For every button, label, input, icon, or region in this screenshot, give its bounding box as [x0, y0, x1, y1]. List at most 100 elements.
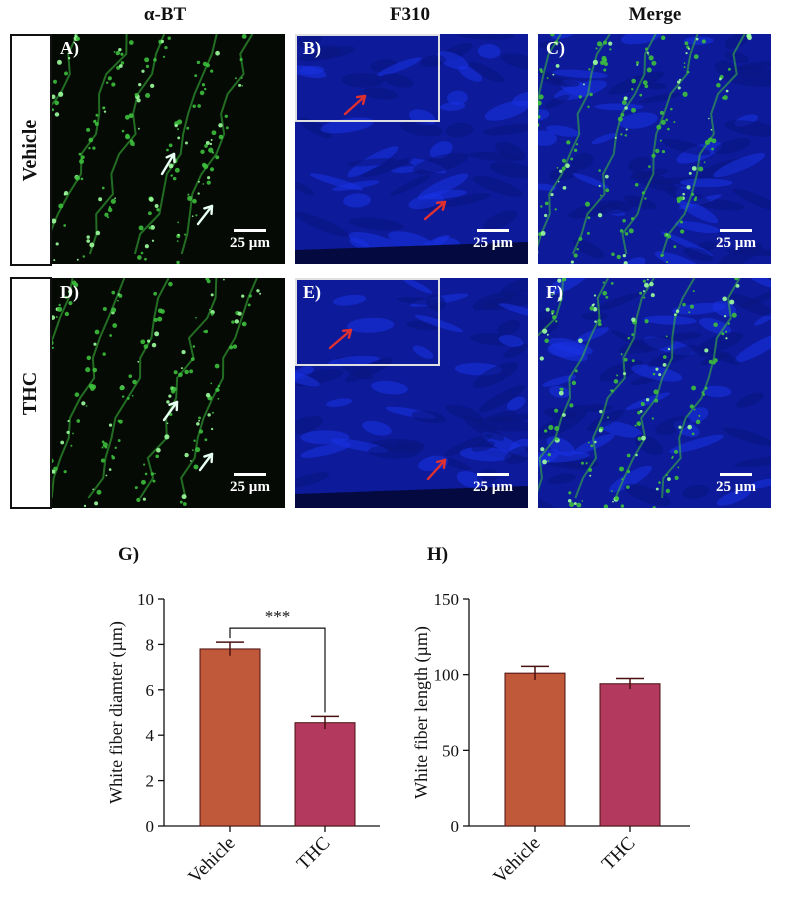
green-puncta	[121, 129, 125, 133]
green-puncta	[86, 235, 90, 239]
blue-fiber-texture	[412, 152, 469, 175]
green-puncta	[69, 301, 71, 304]
blue-fiber-texture	[724, 51, 750, 64]
green-puncta	[552, 73, 555, 76]
green-puncta	[551, 309, 555, 314]
green-puncta	[92, 367, 98, 373]
micrograph-panel-d: D) 25 µm	[52, 278, 285, 508]
green-puncta	[192, 345, 196, 348]
green-puncta	[54, 100, 60, 106]
green-puncta	[554, 208, 557, 211]
blue-fiber-texture	[543, 77, 580, 87]
panel-label: C)	[546, 38, 565, 58]
green-puncta	[550, 34, 555, 37]
green-puncta	[121, 395, 125, 398]
green-puncta	[101, 186, 105, 190]
green-puncta	[645, 398, 650, 402]
green-puncta	[204, 329, 209, 334]
green-puncta	[100, 458, 106, 463]
green-stain-image	[52, 34, 285, 264]
scale-bar: 25 µm	[227, 473, 273, 496]
green-puncta	[64, 311, 70, 317]
green-fiber-strand	[571, 34, 657, 255]
arrow-head	[347, 328, 353, 339]
green-puncta	[184, 369, 189, 375]
green-puncta	[625, 128, 628, 131]
green-puncta	[666, 261, 669, 264]
green-puncta	[102, 352, 106, 356]
green-puncta	[635, 61, 640, 65]
blue-fiber-texture	[456, 470, 484, 489]
green-puncta	[610, 389, 614, 393]
bar-vehicle	[199, 648, 261, 827]
green-puncta	[588, 68, 591, 71]
green-puncta	[94, 329, 100, 335]
green-puncta	[75, 175, 81, 181]
green-puncta	[166, 422, 169, 425]
green-puncta	[154, 472, 156, 475]
green-puncta	[134, 486, 138, 490]
green-puncta	[79, 158, 85, 164]
blue-fiber-texture	[412, 345, 434, 359]
blue-fiber-texture	[478, 384, 526, 413]
blue-fiber-texture	[714, 137, 751, 155]
green-puncta	[110, 198, 116, 204]
green-puncta	[674, 449, 678, 454]
green-puncta	[652, 506, 656, 508]
green-puncta	[588, 468, 593, 472]
micrograph-panel-c: C) 25 µm	[538, 34, 771, 264]
green-puncta	[641, 191, 646, 195]
green-puncta	[107, 76, 112, 81]
green-puncta	[665, 488, 671, 494]
green-puncta	[636, 421, 641, 426]
green-puncta	[52, 218, 57, 224]
green-puncta	[731, 312, 737, 318]
green-puncta	[96, 489, 102, 495]
blue-fiber-texture	[572, 238, 605, 259]
arrow-shaft	[426, 458, 447, 481]
green-fiber-strand	[621, 34, 699, 255]
blue-fiber-texture	[631, 364, 683, 382]
green-puncta	[734, 278, 739, 281]
green-puncta	[52, 94, 56, 100]
green-puncta	[229, 345, 234, 350]
green-puncta	[631, 88, 634, 91]
green-puncta	[680, 220, 684, 224]
green-puncta	[594, 440, 597, 444]
green-puncta	[611, 490, 613, 493]
y-tick-label: 4	[146, 726, 155, 745]
green-puncta	[66, 430, 70, 435]
green-puncta	[155, 454, 160, 459]
blue-fiber-texture	[445, 404, 483, 422]
blue-fiber-texture	[643, 315, 697, 325]
blue-fiber-texture	[401, 278, 433, 294]
blue-fiber-texture	[547, 473, 576, 485]
arrow-icon	[196, 204, 214, 226]
green-puncta	[603, 61, 609, 67]
green-puncta	[108, 468, 112, 471]
blue-fiber-texture	[594, 103, 644, 111]
green-puncta	[644, 84, 649, 89]
panel-background	[52, 278, 285, 508]
blue-fiber-texture	[468, 61, 505, 83]
blue-fiber-texture	[713, 152, 766, 178]
green-puncta	[182, 502, 187, 506]
green-puncta	[578, 236, 583, 241]
blue-fiber-texture	[299, 117, 333, 139]
green-puncta	[197, 192, 200, 195]
green-puncta	[142, 497, 146, 501]
green-puncta	[547, 460, 550, 462]
green-puncta	[119, 385, 124, 391]
green-puncta	[620, 113, 625, 117]
column-header-f310: F310	[389, 4, 431, 25]
blue-fiber-texture	[538, 492, 559, 508]
green-puncta	[210, 382, 213, 385]
bar-thc	[599, 683, 661, 827]
green-puncta	[658, 481, 661, 484]
green-puncta	[111, 307, 117, 313]
blue-fiber-texture	[571, 152, 594, 170]
green-puncta	[624, 106, 628, 110]
blue-fiber-texture	[624, 257, 646, 264]
green-puncta	[538, 100, 542, 106]
bar-thc	[294, 722, 356, 827]
